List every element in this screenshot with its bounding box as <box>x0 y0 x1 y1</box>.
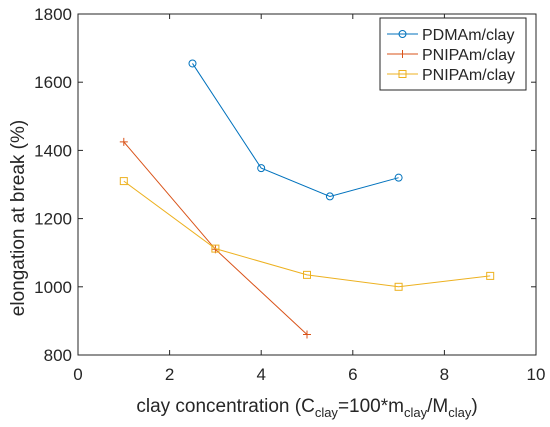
y-axis-ticks: 800 1000 1200 1400 1600 1800 <box>34 5 536 365</box>
y-tick-label: 1600 <box>34 73 72 92</box>
data-point <box>119 177 128 186</box>
x-tick-label: 6 <box>348 365 357 384</box>
x-tick-label: 2 <box>165 365 174 384</box>
series-layer <box>119 59 495 339</box>
data-point <box>303 330 311 339</box>
legend-marker <box>398 50 407 58</box>
legend-marker <box>398 70 407 78</box>
x-tick-label: 8 <box>440 365 449 384</box>
legend-item: PNIPAm/clay <box>387 67 515 84</box>
series-line <box>123 141 308 335</box>
data-point <box>394 173 403 182</box>
x-axis-ticks: 0 2 4 6 8 10 <box>73 14 545 384</box>
series-line <box>123 180 491 288</box>
data-point <box>211 244 220 253</box>
legend: PDMAm/clay PNIPAm/clay PNIPAm/clay <box>379 17 527 91</box>
legend-item: PDMAm/clay <box>387 27 514 44</box>
y-tick-label: 800 <box>44 346 72 365</box>
series-1 <box>188 59 403 201</box>
series-3 <box>119 177 495 291</box>
legend-label: PNIPAm/clay <box>422 67 515 84</box>
y-tick-label: 1800 <box>34 5 72 24</box>
y-tick-label: 1400 <box>34 141 72 160</box>
x-tick-label: 0 <box>73 365 82 384</box>
y-axis-label: elongation at break (%) <box>8 120 29 316</box>
data-point <box>119 137 128 146</box>
y-tick-label: 1200 <box>34 210 72 229</box>
series-line <box>192 63 399 197</box>
series-2 <box>119 137 311 339</box>
data-point <box>325 192 334 201</box>
legend-label: PDMAm/clay <box>422 27 514 44</box>
x-tick-label: 10 <box>527 365 546 384</box>
x-axis-label: clay concentration (Cclay=100*mclay/Mcla… <box>136 396 477 420</box>
plot-area <box>77 13 537 356</box>
legend-item: PNIPAm/clay <box>387 47 515 64</box>
legend-marker <box>398 30 407 38</box>
legend-label: PNIPAm/clay <box>422 47 515 64</box>
data-point <box>303 270 311 279</box>
x-tick-label: 4 <box>256 365 265 384</box>
data-point <box>188 59 197 68</box>
data-point <box>486 271 495 280</box>
data-point <box>394 282 403 291</box>
y-tick-label: 1000 <box>34 278 72 297</box>
data-point <box>257 164 266 173</box>
